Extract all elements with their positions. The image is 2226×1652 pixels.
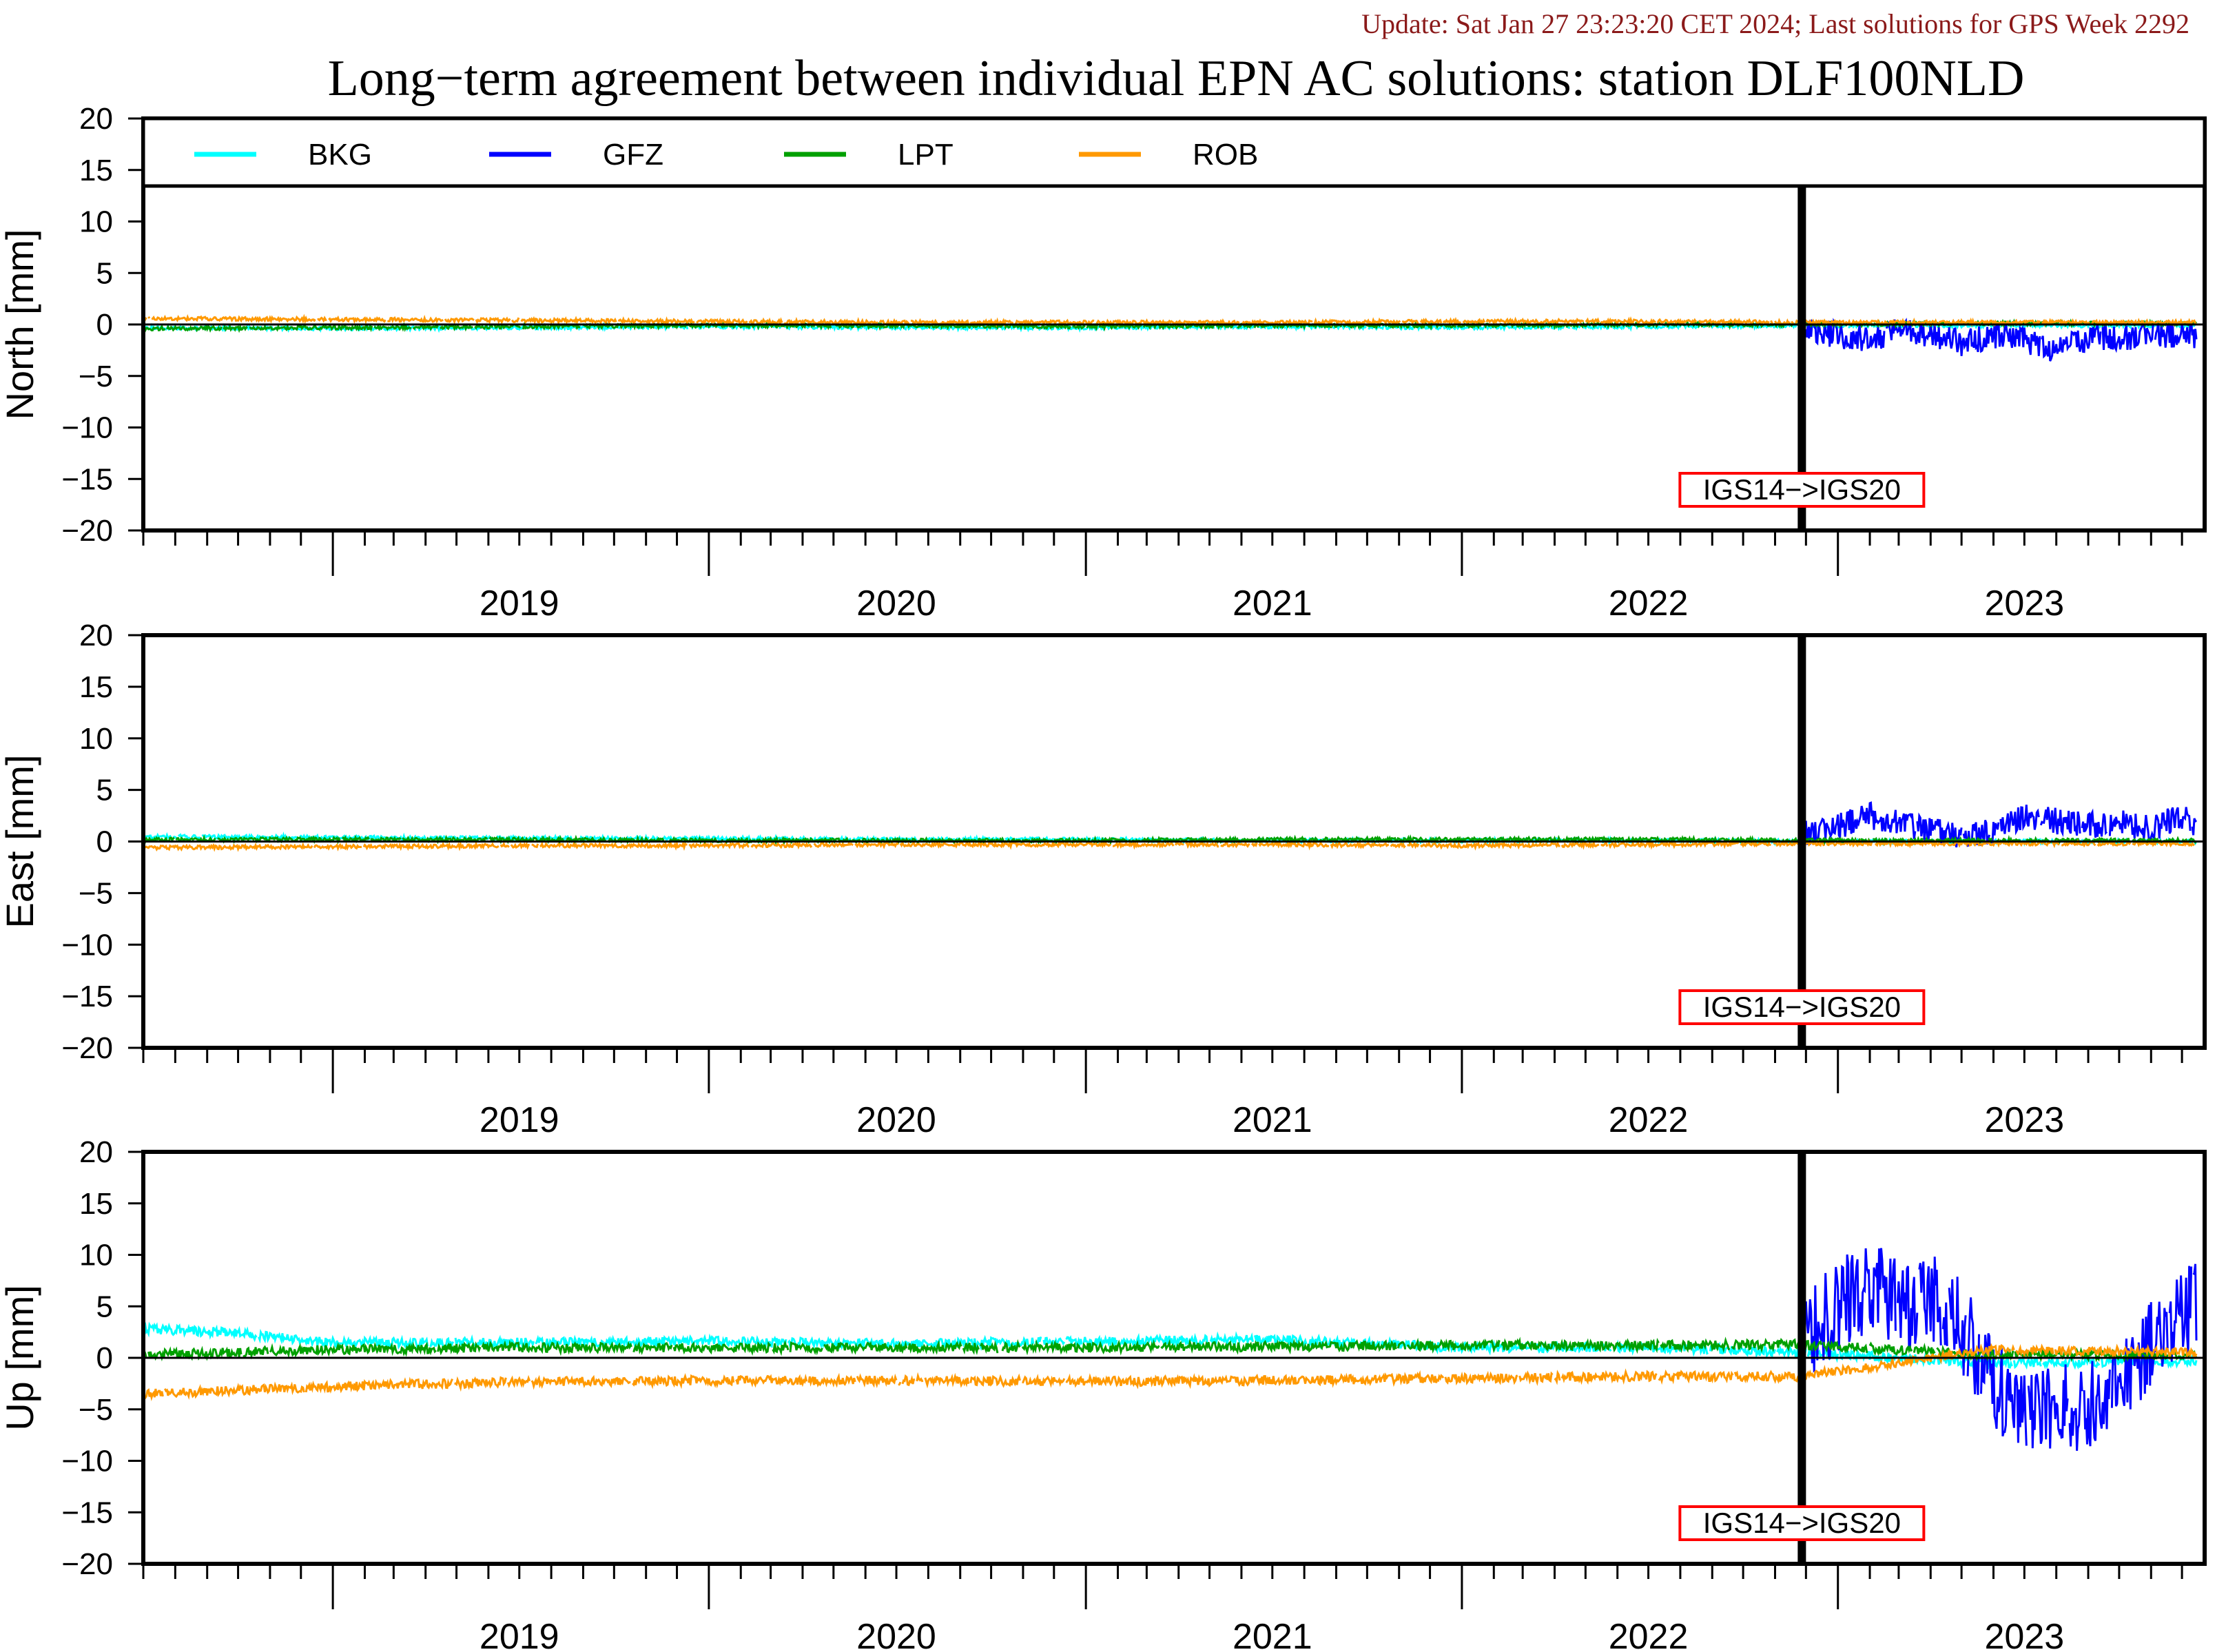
series-line-rob [143, 1343, 2198, 1402]
xtick-label: 2023 [1984, 584, 2064, 623]
ytick-label: 10 [79, 205, 113, 239]
panel-east: IGS14−>IGS20 20 15 10 5 0 −5 −10 −15 −20 East [mm]… [0, 619, 2207, 1140]
ytick-label: 20 [79, 619, 113, 652]
series-group [143, 1248, 2198, 1451]
ytick-label: −10 [61, 928, 113, 962]
ytick-label: 0 [96, 308, 113, 342]
ytick-label: 20 [79, 1135, 113, 1169]
ytick-label: −10 [61, 1445, 113, 1478]
xtick-label: 2023 [1984, 1100, 2064, 1140]
ytick-label: 0 [96, 825, 113, 859]
legend-label-bkg: BKG [308, 138, 372, 172]
ytick-label: 15 [79, 1187, 113, 1221]
xtick-label: 2021 [1233, 1100, 1312, 1140]
series-line-gfz [1804, 318, 2198, 362]
xtick-label: 2020 [856, 1617, 936, 1652]
ylabel: East [mm] [0, 754, 41, 928]
ytick-label: 5 [96, 256, 113, 290]
legend-label-lpt: LPT [898, 138, 954, 172]
ylabel: North [mm] [0, 229, 41, 420]
reference-change-label: IGS14−>IGS20 [1703, 1507, 1901, 1539]
update-text: Update: Sat Jan 27 23:23:20 CET 2024; La… [1361, 8, 2189, 39]
ytick-label: −20 [61, 1547, 113, 1581]
ytick-label: 10 [79, 722, 113, 756]
ytick-label: −15 [61, 980, 113, 1013]
legend-label-rob: ROB [1193, 138, 1258, 172]
ytick-label: 0 [96, 1341, 113, 1375]
ytick-label: 10 [79, 1239, 113, 1272]
ytick-label: 15 [79, 670, 113, 704]
ytick-label: 5 [96, 774, 113, 807]
panel-north: IGS14−>IGS20 20 15 10 5 0 −5 −10 −15 −20 North [mm… [0, 102, 2207, 623]
chart-title: Long−term agreement between individual E… [328, 50, 2025, 107]
reference-change-box [1678, 989, 1926, 1025]
legend-box [141, 116, 2207, 188]
ytick-label: 15 [79, 154, 113, 187]
series-line-rob [143, 842, 2196, 849]
xtick-label: 2019 [480, 1617, 559, 1652]
xtick-label: 2022 [1609, 584, 1689, 623]
ytick-label: −10 [61, 411, 113, 445]
xtick-label: 2019 [480, 584, 559, 623]
xtick-label: 2020 [856, 584, 936, 623]
ytick-label: −5 [79, 360, 113, 393]
xtick-label: 2022 [1609, 1617, 1689, 1652]
series-group [143, 801, 2196, 849]
xtick-label: 2023 [1984, 1617, 2064, 1652]
ytick-label: 20 [79, 102, 113, 136]
xtick-label: 2022 [1609, 1100, 1689, 1140]
xtick-label: 2019 [480, 1100, 559, 1140]
legend: BKG GFZ LPT ROB [141, 116, 2207, 188]
reference-change-box [1678, 1505, 1926, 1541]
xtick-label: 2021 [1233, 584, 1312, 623]
ytick-label: −20 [61, 514, 113, 548]
ytick-label: −15 [61, 462, 113, 496]
panel-up: IGS14−>IGS20 20 15 10 5 0 −5 −10 −15 −20 Up [mm] 20… [0, 1135, 2207, 1652]
series-line-gfz [1804, 1248, 2198, 1451]
reference-change-label: IGS14−>IGS20 [1703, 991, 1901, 1023]
xtick-label: 2020 [856, 1100, 936, 1140]
ytick-label: 5 [96, 1290, 113, 1323]
series-line-rob [143, 313, 2197, 328]
reference-change-label: IGS14−>IGS20 [1703, 473, 1901, 506]
ytick-label: −5 [79, 1393, 113, 1427]
ylabel: Up [mm] [0, 1285, 41, 1431]
ytick-label: −20 [61, 1031, 113, 1065]
ytick-label: −15 [61, 1496, 113, 1529]
reference-change-box [1678, 472, 1926, 508]
ytick-label: −5 [79, 876, 113, 910]
legend-label-gfz: GFZ [603, 138, 663, 172]
series-group [143, 313, 2198, 362]
xtick-label: 2021 [1233, 1617, 1312, 1652]
